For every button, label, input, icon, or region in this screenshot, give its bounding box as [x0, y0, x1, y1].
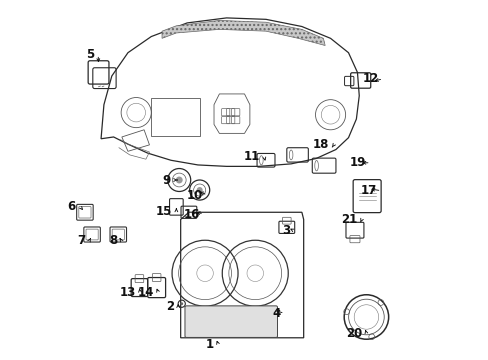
Circle shape: [180, 302, 183, 305]
Text: 1: 1: [205, 338, 214, 351]
Text: 20: 20: [345, 327, 362, 340]
Text: 6: 6: [67, 201, 76, 213]
Polygon shape: [162, 21, 325, 45]
Text: 8: 8: [109, 234, 117, 247]
FancyBboxPatch shape: [184, 306, 277, 337]
Circle shape: [196, 187, 202, 193]
Text: 7: 7: [77, 234, 85, 247]
Text: 13: 13: [120, 287, 136, 300]
Text: 18: 18: [312, 138, 329, 151]
Text: 15: 15: [155, 205, 172, 218]
Text: 16: 16: [183, 208, 199, 221]
Text: 12: 12: [362, 72, 378, 85]
Text: 11: 11: [243, 150, 260, 163]
Circle shape: [175, 176, 183, 184]
Text: 17: 17: [360, 184, 376, 197]
Text: 2: 2: [165, 300, 174, 313]
Text: 19: 19: [349, 156, 366, 169]
Text: 10: 10: [186, 189, 203, 202]
Text: 5: 5: [85, 48, 94, 61]
Text: 9: 9: [162, 174, 170, 186]
Text: 14: 14: [138, 287, 154, 300]
Text: 4: 4: [271, 307, 280, 320]
Text: 3: 3: [282, 224, 289, 238]
Text: 21: 21: [341, 213, 357, 226]
